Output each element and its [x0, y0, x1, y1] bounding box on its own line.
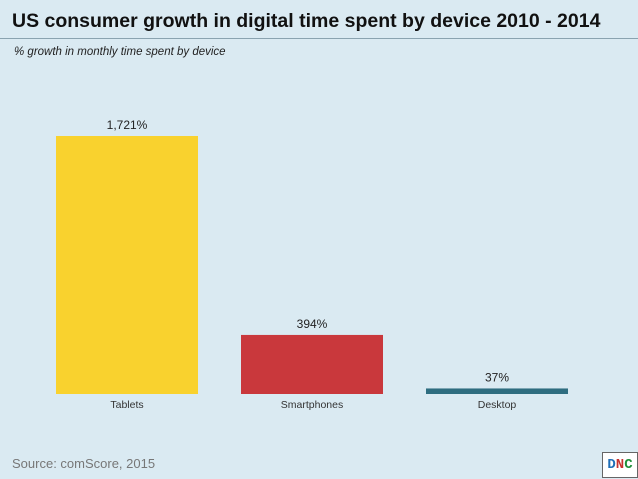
value-label-desktop: 37%	[485, 370, 509, 384]
logo-letter-d: D	[607, 457, 616, 473]
logo-letter-c: C	[624, 457, 633, 473]
chart-subtitle: % growth in monthly time spent by device	[14, 46, 226, 58]
chart-title: US consumer growth in digital time spent…	[12, 10, 601, 32]
logo-letter-n: N	[615, 457, 625, 473]
title-divider	[0, 38, 638, 39]
value-label-tablets: 1,721%	[107, 118, 148, 132]
bar-desktop	[426, 388, 568, 394]
bar-smartphones	[241, 334, 383, 394]
category-label-tablets: Tablets	[110, 399, 143, 411]
category-label-smartphones: Smartphones	[281, 399, 343, 411]
source-note: Source: comScore, 2015	[12, 456, 156, 471]
category-label-desktop: Desktop	[478, 399, 517, 411]
value-label-smartphones: 394%	[297, 317, 328, 331]
bar-tablets	[56, 136, 198, 394]
